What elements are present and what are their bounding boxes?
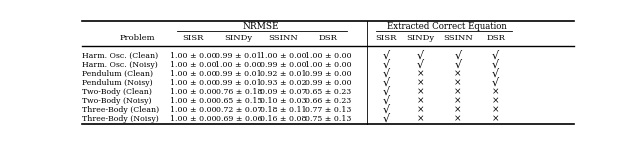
Text: 1.00 ± 0.00: 1.00 ± 0.00 <box>170 79 216 87</box>
Text: ×: × <box>492 87 499 96</box>
Text: 1.00 ± 0.00: 1.00 ± 0.00 <box>170 70 216 78</box>
Text: 0.18 ± 0.11: 0.18 ± 0.11 <box>260 106 307 114</box>
Text: 1.00 ± 0.00: 1.00 ± 0.00 <box>305 52 351 60</box>
Text: √: √ <box>383 51 390 61</box>
Text: √: √ <box>417 51 424 61</box>
Text: √: √ <box>492 78 499 88</box>
Text: Three-Body (Clean): Three-Body (Clean) <box>83 106 159 114</box>
Text: 1.00 ± 0.00: 1.00 ± 0.00 <box>170 61 216 69</box>
Text: √: √ <box>383 87 390 97</box>
Text: SINDy: SINDy <box>406 34 435 42</box>
Text: ×: × <box>454 105 461 114</box>
Text: 1.00 ± 0.00: 1.00 ± 0.00 <box>216 61 262 69</box>
Text: ×: × <box>417 69 424 78</box>
Text: ×: × <box>454 114 461 123</box>
Text: Pendulum (Noisy): Pendulum (Noisy) <box>83 79 153 87</box>
Text: 0.09 ± 0.07: 0.09 ± 0.07 <box>260 88 307 96</box>
Text: SISR: SISR <box>182 34 204 42</box>
Text: 0.99 ± 0.00: 0.99 ± 0.00 <box>305 70 351 78</box>
Text: 0.75 ± 0.13: 0.75 ± 0.13 <box>305 115 351 123</box>
Text: 0.77 ± 0.13: 0.77 ± 0.13 <box>305 106 351 114</box>
Text: 1.00 ± 0.00: 1.00 ± 0.00 <box>170 88 216 96</box>
Text: 0.99 ± 0.00: 0.99 ± 0.00 <box>305 79 351 87</box>
Text: √: √ <box>492 60 499 70</box>
Text: ×: × <box>417 96 424 105</box>
Text: Three-Body (Noisy): Three-Body (Noisy) <box>83 115 159 123</box>
Text: SSINN: SSINN <box>269 34 298 42</box>
Text: SSINN: SSINN <box>443 34 473 42</box>
Text: √: √ <box>492 51 499 61</box>
Text: ×: × <box>454 69 461 78</box>
Text: √: √ <box>492 69 499 79</box>
Text: 0.99 ± 0.01: 0.99 ± 0.01 <box>216 79 262 87</box>
Text: 1.00 ± 0.00: 1.00 ± 0.00 <box>305 61 351 69</box>
Text: 0.99 ± 0.01: 0.99 ± 0.01 <box>216 70 262 78</box>
Text: √: √ <box>383 60 390 70</box>
Text: Problem: Problem <box>119 34 155 42</box>
Text: 1.00 ± 0.00: 1.00 ± 0.00 <box>170 106 216 114</box>
Text: √: √ <box>383 78 390 88</box>
Text: ×: × <box>454 87 461 96</box>
Text: Extracted Correct Equation: Extracted Correct Equation <box>387 21 507 31</box>
Text: 0.10 ± 0.03: 0.10 ± 0.03 <box>260 97 307 105</box>
Text: NRMSE: NRMSE <box>243 21 279 31</box>
Text: ×: × <box>417 105 424 114</box>
Text: √: √ <box>454 51 461 61</box>
Text: Harm. Osc. (Noisy): Harm. Osc. (Noisy) <box>83 61 158 69</box>
Text: ×: × <box>492 105 499 114</box>
Text: ×: × <box>417 114 424 123</box>
Text: 1.00 ± 0.00: 1.00 ± 0.00 <box>170 97 216 105</box>
Text: ×: × <box>417 87 424 96</box>
Text: √: √ <box>454 60 461 70</box>
Text: ×: × <box>492 96 499 105</box>
Text: 1.00 ± 0.00: 1.00 ± 0.00 <box>170 52 216 60</box>
Text: √: √ <box>383 114 390 124</box>
Text: DSR: DSR <box>486 34 505 42</box>
Text: √: √ <box>417 60 424 70</box>
Text: Two-Body (Noisy): Two-Body (Noisy) <box>83 97 152 105</box>
Text: 0.65 ± 0.23: 0.65 ± 0.23 <box>305 88 351 96</box>
Text: 0.66 ± 0.23: 0.66 ± 0.23 <box>305 97 351 105</box>
Text: √: √ <box>383 96 390 106</box>
Text: 1.00 ± 0.00: 1.00 ± 0.00 <box>260 52 307 60</box>
Text: 0.93 ± 0.02: 0.93 ± 0.02 <box>260 79 307 87</box>
Text: DSR: DSR <box>319 34 337 42</box>
Text: √: √ <box>383 105 390 115</box>
Text: ×: × <box>454 96 461 105</box>
Text: 0.76 ± 0.18: 0.76 ± 0.18 <box>216 88 262 96</box>
Text: Pendulum (Clean): Pendulum (Clean) <box>83 70 154 78</box>
Text: ×: × <box>454 78 461 87</box>
Text: ×: × <box>492 114 499 123</box>
Text: 0.69 ± 0.06: 0.69 ± 0.06 <box>216 115 262 123</box>
Text: 0.65 ± 0.15: 0.65 ± 0.15 <box>216 97 262 105</box>
Text: Two-Body (Clean): Two-Body (Clean) <box>83 88 152 96</box>
Text: √: √ <box>383 69 390 79</box>
Text: 1.00 ± 0.00: 1.00 ± 0.00 <box>170 115 216 123</box>
Text: 0.72 ± 0.07: 0.72 ± 0.07 <box>216 106 262 114</box>
Text: 0.99 ± 0.00: 0.99 ± 0.00 <box>260 61 307 69</box>
Text: 0.92 ± 0.01: 0.92 ± 0.01 <box>260 70 307 78</box>
Text: Harm. Osc. (Clean): Harm. Osc. (Clean) <box>83 52 159 60</box>
Text: ×: × <box>417 78 424 87</box>
Text: SISR: SISR <box>375 34 397 42</box>
Text: SINDy: SINDy <box>225 34 253 42</box>
Text: 0.16 ± 0.08: 0.16 ± 0.08 <box>260 115 307 123</box>
Text: 0.99 ± 0.01: 0.99 ± 0.01 <box>216 52 262 60</box>
